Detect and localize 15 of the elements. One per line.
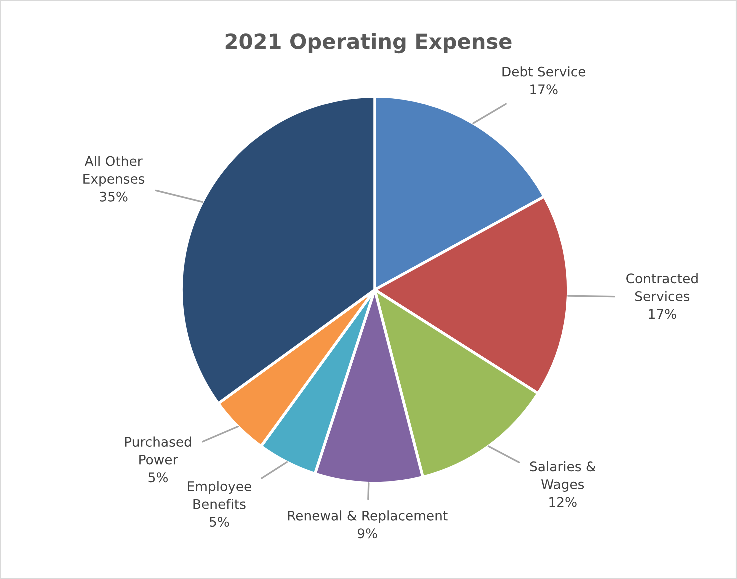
slice-label: Employee Benefits bbox=[188, 481, 252, 510]
data-label: 17% bbox=[530, 84, 558, 95]
data-label: 9% bbox=[358, 528, 378, 539]
data-label: 35% bbox=[100, 192, 128, 202]
slice-label: All Other Expenses bbox=[84, 156, 145, 187]
slice-label: Contracted Services bbox=[626, 273, 698, 302]
data-label: 12% bbox=[550, 497, 577, 508]
slice-label: Renewal & Replacement bbox=[288, 510, 448, 524]
slice-label: Purchased Power bbox=[125, 436, 192, 465]
data-label: 5% bbox=[148, 472, 168, 483]
data-label: 17% bbox=[649, 309, 676, 320]
slice-label: Debt Service bbox=[502, 66, 586, 77]
slice-label: Salaries & Wages bbox=[530, 461, 596, 492]
data-label: 5% bbox=[210, 517, 230, 528]
chart-title: 2021 Operating Expense bbox=[226, 33, 512, 54]
